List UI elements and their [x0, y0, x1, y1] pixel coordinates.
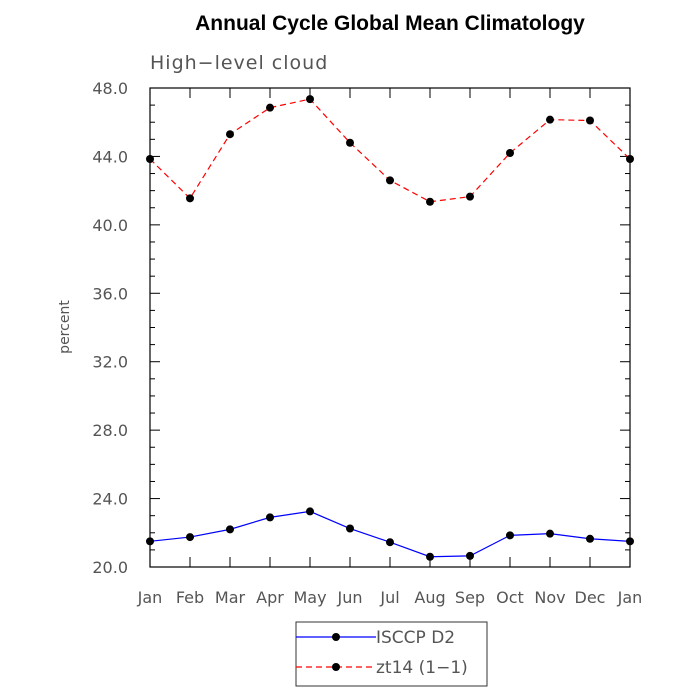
chart-title: Annual Cycle Global Mean Climatology: [195, 12, 585, 35]
x-tick-label: Oct: [496, 588, 524, 607]
data-point: [306, 95, 314, 104]
x-tick-label: Feb: [176, 588, 204, 607]
x-axis-ticks: Jan Feb Mar Apr May Jun Jul Aug Sep Oct Nov Dec Jan: [137, 88, 643, 607]
y-tick-label: 24.0: [92, 490, 128, 509]
series-layer: [146, 95, 634, 561]
data-point: [386, 176, 394, 185]
x-tick-label: May: [293, 588, 326, 607]
x-tick-label: Jan: [137, 588, 163, 607]
legend: ISCCP D2 zt14 (1−1): [295, 621, 488, 687]
series-0: [146, 507, 634, 561]
data-point: [146, 537, 154, 546]
legend-box: [295, 621, 488, 687]
y-tick-label: 48.0: [92, 79, 128, 98]
legend-entry: ISCCP D2: [296, 628, 455, 648]
data-point: [146, 154, 154, 163]
data-point: [546, 529, 554, 538]
data-point: [546, 115, 554, 124]
legend-label: zt14 (1−1): [376, 658, 468, 678]
data-point: [586, 534, 594, 543]
x-tick-label: Mar: [215, 588, 246, 607]
x-tick-label: Dec: [575, 588, 606, 607]
data-point: [386, 538, 394, 547]
data-point: [426, 552, 434, 561]
data-point: [626, 537, 634, 546]
legend-swatch-marker: [332, 633, 340, 641]
data-point: [346, 138, 354, 147]
data-point: [226, 525, 234, 534]
chart-subtitle: High−level cloud: [150, 52, 328, 74]
plot-frame: [149, 87, 631, 568]
plot-axes: [149, 87, 631, 568]
x-tick-label: Nov: [534, 588, 565, 607]
data-point: [426, 197, 434, 206]
y-tick-label: 36.0: [92, 284, 128, 303]
data-point: [226, 130, 234, 139]
data-point: [266, 513, 274, 522]
y-axis-ticks: 20.0 24.0 28.0 32.0 36.0 40.0 44.0 48.0: [92, 79, 630, 577]
data-point: [626, 154, 634, 163]
legend-swatch-marker: [332, 663, 340, 671]
data-point: [506, 531, 514, 540]
y-tick-label: 44.0: [92, 147, 128, 166]
x-tick-label: Apr: [256, 588, 284, 607]
y-tick-label: 20.0: [92, 558, 128, 577]
x-tick-label: Sep: [455, 588, 485, 607]
y-tick-label: 28.0: [92, 421, 128, 440]
x-tick-label: Aug: [414, 588, 445, 607]
data-point: [466, 551, 474, 560]
series-1: [146, 95, 634, 206]
data-point: [586, 116, 594, 125]
y-tick-label: 32.0: [92, 353, 128, 372]
x-tick-label: Jun: [337, 588, 363, 607]
data-point: [306, 507, 314, 516]
data-point: [186, 533, 194, 542]
data-point: [186, 194, 194, 203]
x-tick-label: Jul: [379, 588, 399, 607]
series-line: [149, 98, 631, 203]
data-point: [266, 103, 274, 112]
series-line: [149, 510, 631, 558]
y-axis-label: percent: [57, 300, 73, 354]
legend-label: ISCCP D2: [376, 628, 455, 648]
legend-entry: zt14 (1−1): [296, 658, 468, 678]
y-tick-label: 40.0: [92, 216, 128, 235]
x-tick-label: Jan: [617, 588, 643, 607]
data-point: [506, 149, 514, 158]
data-point: [466, 192, 474, 201]
data-point: [346, 524, 354, 533]
